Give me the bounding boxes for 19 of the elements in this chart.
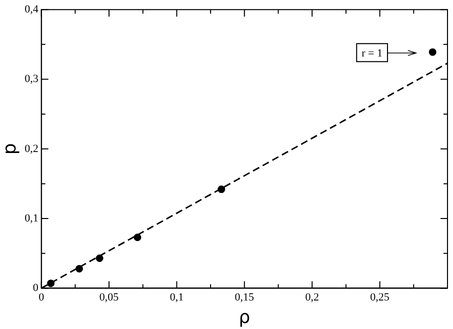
y-tick-label: 0,1 [24, 212, 38, 224]
x-axis-title: ρ [238, 306, 250, 328]
y-tick-label: 0,4 [24, 3, 39, 16]
y-tick-label: 0,3 [24, 73, 39, 86]
point [134, 234, 142, 242]
x-tick-label: 0,05 [99, 292, 120, 304]
point [218, 186, 226, 194]
x-tick-label: 0,15 [234, 292, 255, 304]
point [96, 254, 104, 262]
y-tick-label: 0,2 [24, 142, 38, 155]
x-tick-label: 0,1 [170, 292, 184, 304]
x-tick-label: 0,2 [305, 292, 319, 304]
y-tick-label: 0 [32, 282, 39, 294]
y-axis-title: p [0, 143, 20, 155]
point [47, 280, 55, 288]
point [428, 48, 436, 56]
point [76, 264, 84, 272]
annotation: r = 1 [362, 47, 383, 60]
x-tick-label: 0,25 [370, 292, 390, 304]
